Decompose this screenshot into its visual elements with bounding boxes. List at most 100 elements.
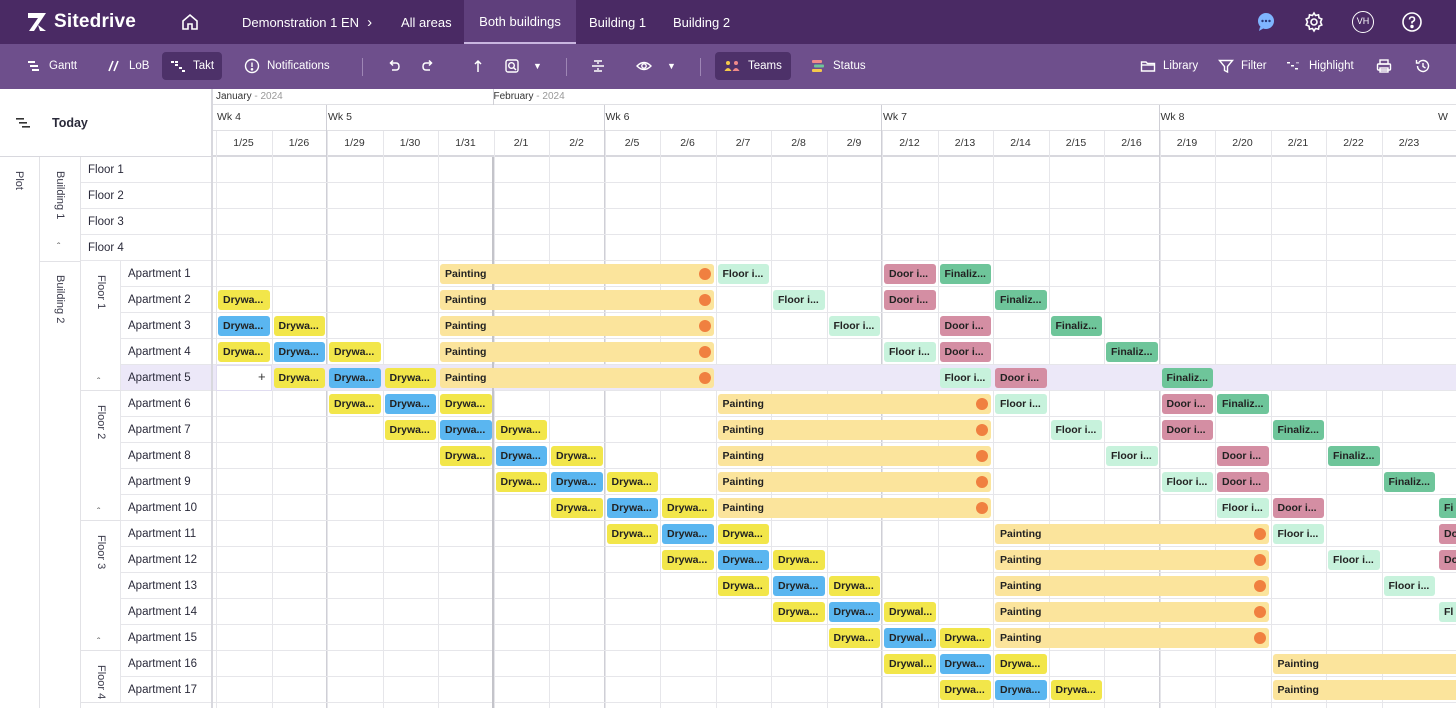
sitedrive-logo[interactable]: Sitedrive: [26, 10, 136, 34]
task-bar[interactable]: Drywa...: [995, 680, 1047, 700]
filter-button[interactable]: Filter: [1210, 52, 1275, 80]
task-bar[interactable]: Painting: [1272, 654, 1456, 674]
apartment-label[interactable]: Apartment 4: [121, 339, 211, 365]
warning-icon[interactable]: [976, 476, 988, 488]
floor-label[interactable]: Floor 2: [81, 183, 211, 209]
task-bar[interactable]: Drywa...: [218, 342, 270, 362]
task-bar[interactable]: Drywa...: [218, 316, 270, 336]
task-bar[interactable]: Painting: [995, 550, 1269, 570]
warning-icon[interactable]: [698, 320, 711, 332]
task-bar[interactable]: Drywa...: [495, 446, 547, 466]
tab-building-1[interactable]: Building 1: [589, 14, 647, 30]
history-button[interactable]: [1407, 52, 1439, 80]
task-bar[interactable]: Finaliz...: [995, 290, 1047, 310]
task-bar[interactable]: Finaliz...: [1161, 368, 1213, 388]
task-bar[interactable]: Drywa...: [717, 524, 769, 544]
task-bar[interactable]: Floor i...: [1383, 576, 1435, 596]
task-bar[interactable]: Drywa...: [939, 680, 991, 700]
breadcrumb-project[interactable]: Demonstration 1 EN ›: [242, 13, 373, 31]
task-bar[interactable]: Floor i...: [1328, 550, 1380, 570]
task-bar[interactable]: Do: [1439, 524, 1456, 544]
task-bar[interactable]: Floor i...: [1161, 472, 1213, 492]
home-icon[interactable]: [178, 10, 202, 34]
add-task-icon[interactable]: +: [258, 369, 266, 384]
task-bar[interactable]: Painting: [717, 420, 991, 440]
task-bar[interactable]: Drywa...: [939, 654, 991, 674]
task-bar[interactable]: Drywal...: [884, 602, 936, 622]
warning-icon[interactable]: [698, 294, 711, 306]
task-bar[interactable]: Painting: [717, 446, 991, 466]
task-bar[interactable]: Finaliz...: [1383, 472, 1435, 492]
task-bar[interactable]: Drywa...: [773, 550, 825, 570]
apartment-label[interactable]: Apartment 13: [121, 573, 211, 599]
apartment-label[interactable]: Apartment 11: [121, 521, 211, 547]
apartment-label[interactable]: Apartment 1: [121, 261, 211, 287]
user-avatar[interactable]: VH: [1352, 11, 1374, 33]
task-bar[interactable]: Drywa...: [495, 472, 547, 492]
view-gantt-button[interactable]: Gantt: [18, 52, 85, 80]
apartment-label[interactable]: Apartment 8: [121, 443, 211, 469]
task-bar[interactable]: Drywa...: [273, 342, 325, 362]
task-bar[interactable]: Painting: [995, 628, 1269, 648]
tab-all-areas[interactable]: All areas: [401, 14, 452, 30]
settings-gear-icon[interactable]: [1302, 10, 1326, 34]
redo-button[interactable]: [412, 52, 444, 80]
task-bar[interactable]: Painting: [440, 316, 714, 336]
add-task-cell[interactable]: [216, 365, 272, 391]
warning-icon[interactable]: [1253, 554, 1266, 566]
task-bar[interactable]: Fi: [1439, 498, 1456, 518]
task-bar[interactable]: Drywa...: [828, 628, 880, 648]
floor-label[interactable]: Floor 4: [81, 235, 211, 261]
task-bar[interactable]: Floor i...: [1272, 524, 1324, 544]
apartment-label[interactable]: Apartment 12: [121, 547, 211, 573]
task-bar[interactable]: Drywa...: [606, 498, 658, 518]
task-bar[interactable]: Drywa...: [384, 368, 436, 388]
task-bar[interactable]: Painting: [717, 472, 991, 492]
task-bar[interactable]: Drywa...: [606, 472, 658, 492]
task-bar[interactable]: Drywa...: [384, 394, 436, 414]
print-button[interactable]: [1368, 52, 1400, 80]
warning-icon[interactable]: [698, 346, 711, 358]
task-bar[interactable]: Drywa...: [773, 576, 825, 596]
help-icon[interactable]: [1400, 10, 1424, 34]
notifications-button[interactable]: Notifications: [236, 52, 338, 80]
warning-icon[interactable]: [1253, 528, 1266, 540]
task-bar[interactable]: Painting: [440, 290, 714, 310]
task-bar[interactable]: Drywa...: [440, 446, 492, 466]
task-bar[interactable]: Drywa...: [551, 498, 603, 518]
task-bar[interactable]: Drywal...: [884, 628, 936, 648]
task-bar[interactable]: Door i...: [1217, 446, 1269, 466]
task-bar[interactable]: Drywa...: [273, 316, 325, 336]
task-bar[interactable]: Floor i...: [1217, 498, 1269, 518]
task-bar[interactable]: Drywa...: [273, 368, 325, 388]
task-bar[interactable]: Floor i...: [884, 342, 936, 362]
task-bar[interactable]: Painting: [440, 264, 714, 284]
task-bar[interactable]: Drywa...: [717, 576, 769, 596]
task-bar[interactable]: Door i...: [1161, 420, 1213, 440]
undo-button[interactable]: [378, 52, 410, 80]
task-bar[interactable]: Door i...: [939, 342, 991, 362]
row-height-button[interactable]: [582, 52, 614, 80]
task-bar[interactable]: Drywa...: [717, 550, 769, 570]
jump-to-today-button[interactable]: [462, 52, 494, 80]
task-bar[interactable]: Door i...: [1161, 394, 1213, 414]
task-bar[interactable]: Door i...: [1217, 472, 1269, 492]
task-bar[interactable]: Painting: [995, 524, 1269, 544]
color-by-status-button[interactable]: Status: [802, 52, 874, 80]
task-bar[interactable]: Drywa...: [329, 368, 381, 388]
task-bar[interactable]: Drywa...: [828, 602, 880, 622]
task-bar[interactable]: Floor i...: [828, 316, 880, 336]
task-bar[interactable]: Door i...: [995, 368, 1047, 388]
warning-icon[interactable]: [1253, 580, 1266, 592]
apartment-label[interactable]: Apartment 5: [121, 365, 211, 391]
view-takt-button[interactable]: Takt: [162, 52, 223, 80]
task-bar[interactable]: Finaliz...: [939, 264, 991, 284]
tab-building-2[interactable]: Building 2: [673, 14, 731, 30]
task-bar[interactable]: Fl: [1439, 602, 1456, 622]
color-by-teams-button[interactable]: Teams: [715, 52, 791, 80]
task-bar[interactable]: Drywa...: [329, 394, 381, 414]
task-bar[interactable]: Door i...: [884, 290, 936, 310]
task-bar[interactable]: Door i...: [939, 316, 991, 336]
task-bar[interactable]: Drywa...: [329, 342, 381, 362]
task-bar[interactable]: Finaliz...: [1217, 394, 1269, 414]
